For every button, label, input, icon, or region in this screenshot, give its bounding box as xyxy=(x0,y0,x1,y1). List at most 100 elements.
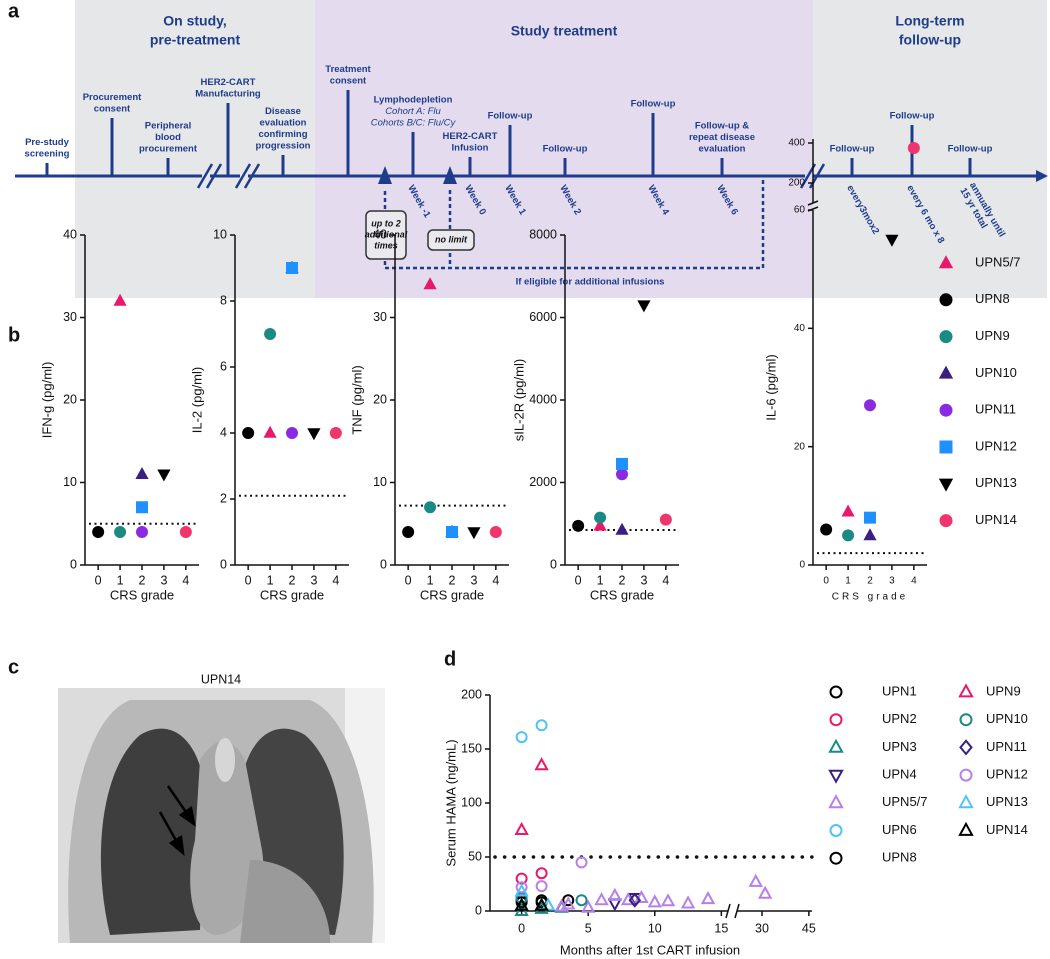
event-label: Follow-up xyxy=(543,144,588,155)
marker xyxy=(647,894,662,908)
marker xyxy=(514,883,529,897)
event-label: repeat disease xyxy=(689,132,755,143)
marker xyxy=(828,769,844,784)
axis-break xyxy=(734,903,740,919)
marker xyxy=(607,898,623,912)
y-tick-label: 400 xyxy=(788,138,805,149)
arrow-head xyxy=(168,834,185,856)
axis-break xyxy=(725,903,731,919)
marker xyxy=(660,893,676,907)
y-tick-label: 60 xyxy=(794,205,806,216)
x-tick-label: 15 xyxy=(714,921,728,935)
marker xyxy=(424,501,437,514)
marker xyxy=(615,522,629,535)
axis-break xyxy=(196,163,214,189)
x-tick-label: 3 xyxy=(310,573,317,587)
marker xyxy=(307,428,321,441)
legend-label: UPN1 xyxy=(882,683,917,698)
axis-break xyxy=(205,163,223,189)
marker xyxy=(680,895,696,909)
legend-label: UPN14 xyxy=(986,822,1028,837)
marker xyxy=(446,526,458,538)
section-background xyxy=(75,0,315,298)
y-tick-label: 8000 xyxy=(529,227,557,241)
legend-label: UPN14 xyxy=(975,512,1017,527)
x-tick-label: 0 xyxy=(95,573,102,587)
y-tick-label: 0 xyxy=(70,557,77,571)
x-tick-label: 30 xyxy=(755,921,769,935)
marker xyxy=(534,897,549,911)
timeline-sections xyxy=(75,0,1047,298)
axis-break xyxy=(807,200,819,206)
y-tick-label: 6 xyxy=(220,359,227,373)
legend-label: UPN13 xyxy=(975,475,1017,490)
reinfusion-arrow xyxy=(443,166,457,184)
y-axis-label: TNF (pg/ml) xyxy=(349,365,364,434)
marker xyxy=(828,738,844,753)
event-label: evaluation xyxy=(260,118,307,129)
x-axis-label: CRS grade xyxy=(260,587,324,602)
arrow xyxy=(158,811,180,845)
marker xyxy=(828,794,844,809)
y-axis-label: IL-2 (pg/ml) xyxy=(189,367,204,433)
marker xyxy=(939,403,953,417)
loop-note: If eligible for additional infusions xyxy=(516,277,665,288)
x-tick-label: 3 xyxy=(470,573,477,587)
marker xyxy=(594,511,607,524)
event-label: evaluation xyxy=(699,144,746,155)
marker xyxy=(864,511,876,524)
reinfusion-arrow xyxy=(378,166,392,184)
panel-label: b xyxy=(8,324,20,346)
marker xyxy=(958,821,974,836)
marker xyxy=(634,889,649,904)
x-tick-label: 1 xyxy=(845,576,851,587)
arrows xyxy=(158,785,196,856)
x-tick-label: 1 xyxy=(597,573,604,587)
y-tick-label: 0 xyxy=(550,557,557,571)
event-label: Cohort A: Flu xyxy=(385,106,441,117)
marker xyxy=(907,142,920,154)
legend-label: UPN11 xyxy=(975,402,1016,417)
y-axis-label: sIL-2R (pg/ml) xyxy=(511,359,526,441)
x-tick-label: 2 xyxy=(139,573,146,587)
legend-label: UPN6 xyxy=(882,822,917,837)
legend-label: UPN8 xyxy=(882,850,917,865)
x-tick-label: 10 xyxy=(648,921,662,935)
y-tick-label: 10 xyxy=(213,227,227,241)
marker xyxy=(535,719,548,732)
marker xyxy=(958,794,974,809)
panel-label: c xyxy=(8,656,19,678)
event-label: Peripheral xyxy=(145,121,191,132)
marker xyxy=(92,526,105,538)
marker xyxy=(113,293,127,306)
marker xyxy=(515,896,528,909)
event-label: screening xyxy=(25,149,70,160)
marker xyxy=(535,880,548,893)
legend-label: UPN3 xyxy=(882,739,917,754)
marker xyxy=(659,513,672,526)
x-tick-label: 45 xyxy=(802,921,816,935)
y-tick-label: 6000 xyxy=(529,310,557,324)
legend-label: UPN13 xyxy=(986,794,1028,809)
marker xyxy=(863,528,877,541)
event-label: Follow-up xyxy=(631,99,676,110)
y-tick-label: 30 xyxy=(373,310,387,324)
y-axis-label: Serum HAMA (ng/mL) xyxy=(443,739,458,866)
marker xyxy=(286,262,298,274)
panel-label: a xyxy=(8,0,20,22)
marker xyxy=(514,897,529,911)
y-tick-label: 0 xyxy=(380,557,387,571)
legend-label: UPN12 xyxy=(986,767,1028,782)
note-text: up to 2 xyxy=(371,218,401,228)
y-tick-label: 40 xyxy=(794,323,806,334)
y-tick-label: 40 xyxy=(63,227,77,241)
x-axis-label: CRS grade xyxy=(832,592,908,603)
legend-label: UPN5/7 xyxy=(975,254,1021,269)
y-tick-label: 0 xyxy=(799,560,805,571)
ct-image xyxy=(58,688,385,943)
x-tick-label: 2 xyxy=(449,573,456,587)
marker xyxy=(842,529,855,542)
marker xyxy=(700,891,716,905)
marker xyxy=(939,330,953,344)
x-tick-label: 0 xyxy=(518,921,525,935)
